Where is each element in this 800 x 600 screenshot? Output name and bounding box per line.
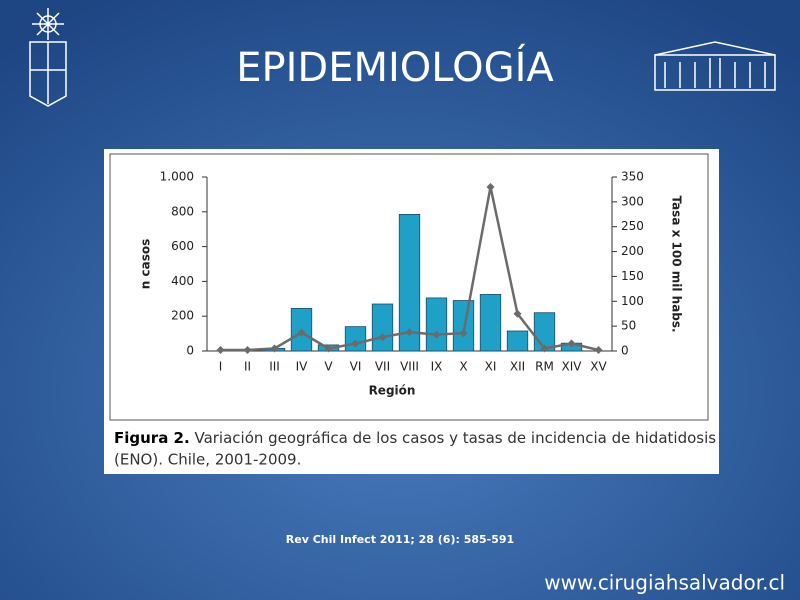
caption-label: Figura 2. <box>114 429 190 447</box>
bar <box>425 297 448 352</box>
x-tick-label: VI <box>350 360 362 374</box>
x-axis-label: Región <box>369 384 416 398</box>
y2-tick-label: 100 <box>621 294 644 308</box>
caption-text: Variación geográfica de los casos y tasa… <box>194 429 716 447</box>
x-tick-label: IX <box>431 360 443 374</box>
y2-tick-label: 250 <box>621 219 644 233</box>
y-tick-label: 400 <box>171 274 194 288</box>
x-tick-label: RM <box>535 360 554 374</box>
bar <box>452 300 475 352</box>
y2-tick-label: 350 <box>621 170 644 184</box>
rate-marker <box>324 344 333 353</box>
y-axis-label: n casos <box>139 239 153 289</box>
y-tick-label: 1.000 <box>160 170 194 184</box>
x-tick-label: X <box>459 360 467 374</box>
x-tick-label: XI <box>485 360 497 374</box>
right-logo <box>654 41 776 91</box>
figure-frame <box>109 153 709 421</box>
rate-marker <box>540 344 549 353</box>
y2-tick-label: 300 <box>621 194 644 208</box>
bar <box>371 303 394 352</box>
rate-marker <box>405 328 414 337</box>
x-tick-label: XII <box>510 360 525 374</box>
x-tick-label: II <box>244 360 251 374</box>
y2-tick-label: 0 <box>621 344 629 358</box>
slide-title: EPIDEMIOLOGÍA <box>236 43 554 91</box>
x-tick-label: VII <box>375 360 390 374</box>
bar <box>479 294 502 352</box>
x-tick-label: III <box>269 360 280 374</box>
y-tick-label: 200 <box>171 309 194 323</box>
y2-tick-label: 150 <box>621 269 644 283</box>
caption-line: Figura 2. Variación geográfica de los ca… <box>114 429 716 447</box>
rate-marker <box>351 339 360 348</box>
x-tick-label: V <box>324 360 333 374</box>
x-tick-label: XV <box>590 360 607 374</box>
y2-tick-label: 50 <box>621 319 636 333</box>
rate-marker <box>297 328 306 337</box>
caption-text: (ENO). Chile, 2001-2009. <box>114 451 301 469</box>
rate-marker <box>486 182 495 191</box>
rate-marker <box>270 344 279 353</box>
rate-marker <box>216 346 225 355</box>
left-logo <box>29 8 67 107</box>
bar <box>506 330 529 352</box>
y-tick-label: 800 <box>171 204 194 218</box>
rate-marker <box>567 339 576 348</box>
rate-marker <box>594 346 603 355</box>
rate-marker <box>513 309 522 318</box>
x-tick-label: IV <box>296 360 309 374</box>
x-tick-label: I <box>219 360 223 374</box>
rate-marker <box>243 346 252 355</box>
y2-axis-label: Tasa x 100 mil habs. <box>670 195 684 332</box>
y-tick-label: 600 <box>171 239 194 253</box>
y-tick-label: 0 <box>186 344 194 358</box>
citation: Rev Chil Infect 2011; 28 (6): 585-591 <box>286 533 514 546</box>
x-tick-label: XIV <box>562 360 583 374</box>
rate-marker <box>432 330 441 339</box>
rate-marker <box>378 333 387 342</box>
x-tick-label: VIII <box>400 360 419 374</box>
website: www.cirugiahsalvador.cl <box>544 571 785 595</box>
y2-tick-label: 200 <box>621 244 644 258</box>
rate-marker <box>459 329 468 338</box>
bar <box>398 214 421 352</box>
